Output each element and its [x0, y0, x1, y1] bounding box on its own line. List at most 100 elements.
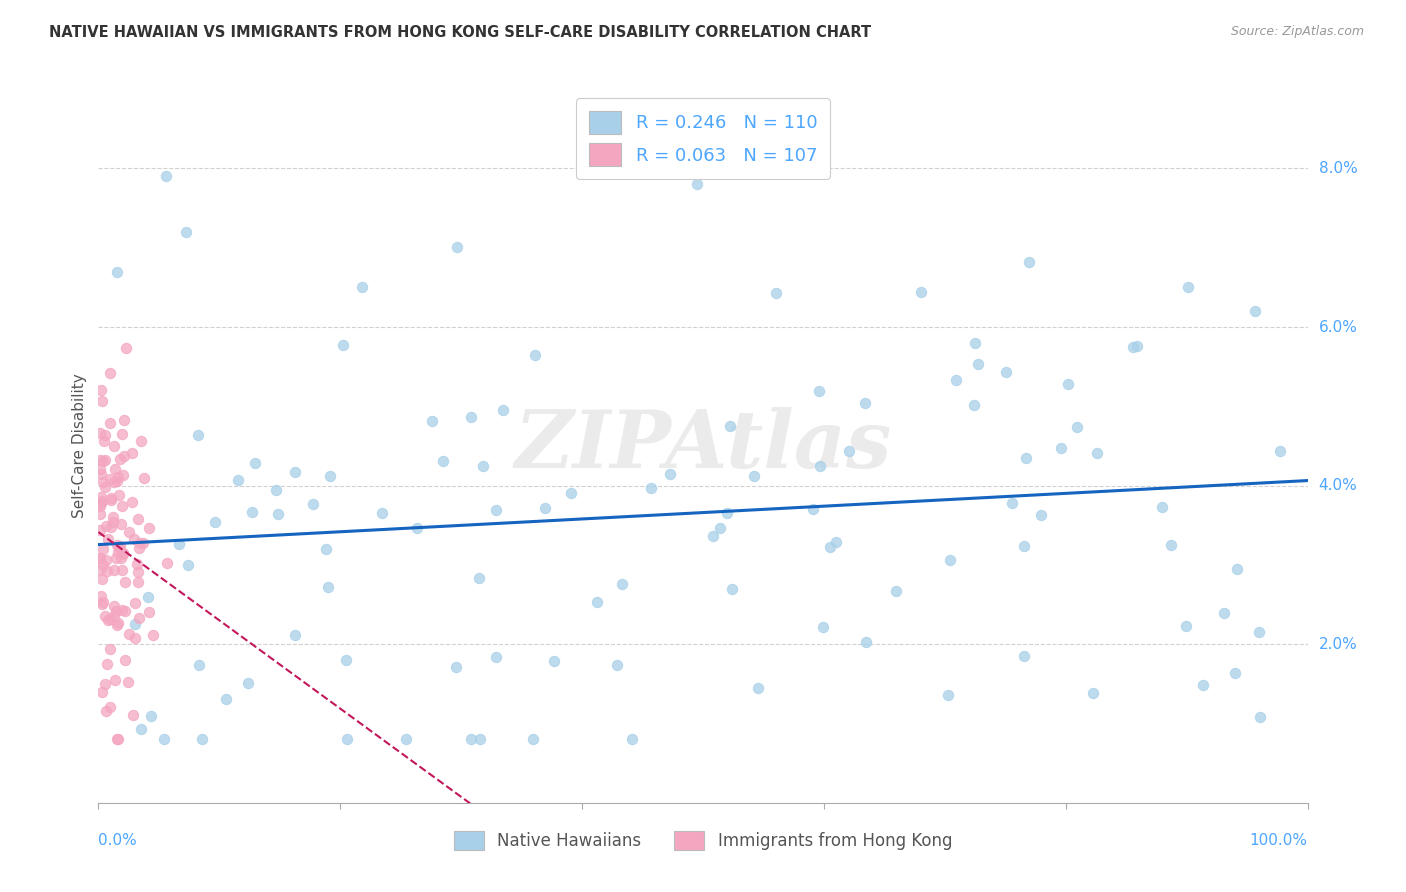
Point [266, 507, 288, 521]
Point [91, 454, 114, 468]
Point [187, 657, 209, 672]
Point [98, 366, 121, 380]
Point [1223, 665, 1246, 680]
Text: 2.0%: 2.0% [1319, 637, 1357, 652]
Point [107, 488, 129, 502]
Point [808, 384, 831, 398]
Point [91, 475, 114, 489]
Point [103, 599, 125, 613]
Point [98, 612, 121, 626]
Point [108, 451, 131, 466]
Point [129, 723, 152, 737]
Text: 8.0%: 8.0% [1319, 161, 1357, 176]
Point [1050, 441, 1073, 455]
Point [406, 521, 429, 535]
Point [128, 541, 150, 555]
Point [1226, 561, 1249, 575]
Point [138, 605, 160, 619]
Point [103, 475, 125, 489]
Point [98, 642, 121, 657]
Point [96, 564, 118, 578]
Point [910, 285, 932, 299]
Point [716, 506, 738, 520]
Point [111, 499, 134, 513]
Text: NATIVE HAWAIIAN VS IMMIGRANTS FROM HONG KONG SELF-CARE DISABILITY CORRELATION CH: NATIVE HAWAIIAN VS IMMIGRANTS FROM HONG … [49, 25, 872, 40]
Point [420, 414, 443, 428]
Point [97, 614, 120, 628]
Point [127, 565, 149, 579]
Point [1001, 496, 1024, 510]
Point [100, 520, 122, 534]
Point [1174, 619, 1197, 633]
Point [485, 649, 508, 664]
Point [301, 497, 323, 511]
Point [742, 468, 765, 483]
Point [111, 563, 134, 577]
Point [659, 467, 682, 482]
Point [606, 657, 628, 672]
Point [94, 480, 117, 494]
Point [107, 470, 129, 484]
Point [335, 653, 357, 667]
Point [174, 225, 197, 239]
Point [90, 597, 112, 611]
Point [136, 590, 159, 604]
Point [90, 493, 112, 508]
Point [124, 616, 146, 631]
Point [93, 677, 115, 691]
Point [1212, 607, 1234, 621]
Point [89, 462, 111, 476]
Point [141, 709, 163, 723]
Point [112, 412, 135, 426]
Point [468, 571, 491, 585]
Point [93, 434, 115, 449]
Point [128, 611, 150, 625]
Text: ZIPAtlas: ZIPAtlas [515, 408, 891, 484]
Point [485, 503, 508, 517]
Point [89, 550, 111, 565]
Point [936, 688, 959, 702]
Point [96, 657, 118, 672]
Point [621, 732, 644, 747]
Point [709, 521, 731, 535]
Point [103, 563, 125, 577]
Point [187, 428, 209, 442]
Point [460, 732, 482, 747]
Point [284, 628, 307, 642]
Point [1081, 686, 1104, 700]
Point [1018, 255, 1040, 269]
Point [114, 653, 136, 667]
Point [112, 449, 135, 463]
Point [585, 595, 607, 609]
Point [104, 462, 127, 476]
Point [121, 495, 143, 509]
Point [1249, 625, 1271, 640]
Point [533, 501, 555, 516]
Point [612, 577, 634, 591]
Point [176, 558, 198, 572]
Point [967, 357, 990, 371]
Point [491, 403, 513, 417]
Point [838, 444, 860, 458]
Point [1085, 446, 1108, 460]
Point [721, 582, 744, 596]
Point [1243, 303, 1265, 318]
Point [938, 553, 960, 567]
Point [94, 609, 117, 624]
Point [104, 673, 127, 687]
Point [101, 510, 124, 524]
Point [1057, 376, 1080, 391]
Point [105, 265, 128, 279]
Point [91, 684, 114, 698]
Point [90, 490, 112, 504]
Point [543, 654, 565, 668]
Point [127, 574, 149, 589]
Point [190, 732, 212, 747]
Point [125, 557, 148, 571]
Point [121, 446, 143, 460]
Point [89, 563, 111, 577]
Point [100, 492, 122, 507]
Point [110, 550, 132, 565]
Point [107, 615, 129, 630]
Point [91, 393, 114, 408]
